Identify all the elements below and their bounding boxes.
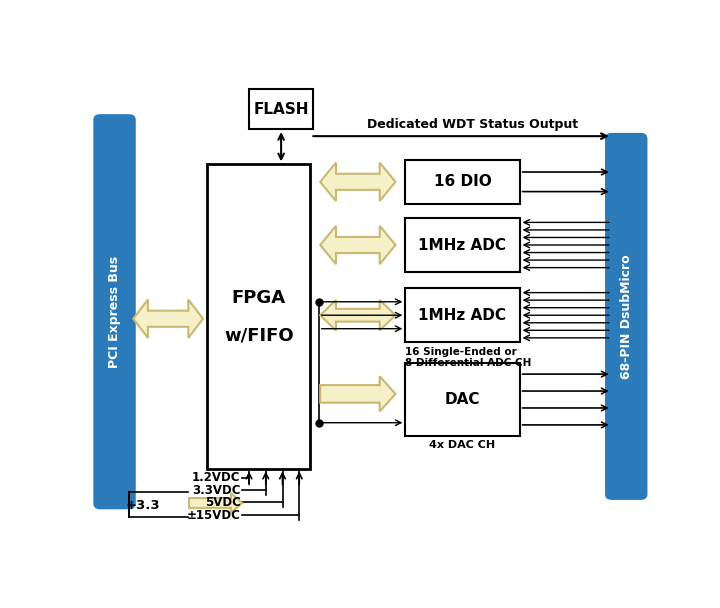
- Polygon shape: [320, 300, 395, 331]
- Text: FPGA: FPGA: [232, 289, 286, 306]
- Polygon shape: [320, 226, 395, 264]
- FancyBboxPatch shape: [405, 159, 520, 204]
- FancyBboxPatch shape: [207, 164, 310, 469]
- Polygon shape: [189, 493, 242, 513]
- Text: 5VDC: 5VDC: [204, 496, 240, 509]
- Text: 16 DIO: 16 DIO: [433, 174, 491, 189]
- FancyBboxPatch shape: [94, 114, 136, 510]
- Text: ±15VDC: ±15VDC: [186, 509, 240, 522]
- Text: +3.3: +3.3: [126, 499, 161, 511]
- Text: FLASH: FLASH: [253, 102, 309, 117]
- FancyBboxPatch shape: [405, 288, 520, 342]
- Text: DAC: DAC: [445, 392, 480, 407]
- Text: PCI Express Bus: PCI Express Bus: [108, 255, 121, 368]
- Text: w/FIFO: w/FIFO: [224, 326, 294, 344]
- Text: 1MHz ADC: 1MHz ADC: [418, 238, 506, 252]
- Text: 4x DAC CH: 4x DAC CH: [429, 440, 495, 451]
- Polygon shape: [320, 162, 395, 201]
- Text: 1MHz ADC: 1MHz ADC: [418, 308, 506, 323]
- FancyBboxPatch shape: [405, 218, 520, 272]
- Text: Dedicated WDT Status Output: Dedicated WDT Status Output: [366, 119, 577, 131]
- Polygon shape: [320, 376, 395, 412]
- FancyBboxPatch shape: [605, 133, 647, 500]
- Text: 16 Single-Ended or
8 Differential ADC CH: 16 Single-Ended or 8 Differential ADC CH: [405, 347, 531, 368]
- FancyBboxPatch shape: [249, 89, 313, 129]
- FancyBboxPatch shape: [405, 363, 520, 436]
- Text: 1.2VDC: 1.2VDC: [192, 471, 240, 485]
- Text: 68-PIN DsubMicro: 68-PIN DsubMicro: [620, 254, 633, 379]
- Text: 3.3VDC: 3.3VDC: [192, 483, 240, 497]
- Polygon shape: [133, 300, 203, 338]
